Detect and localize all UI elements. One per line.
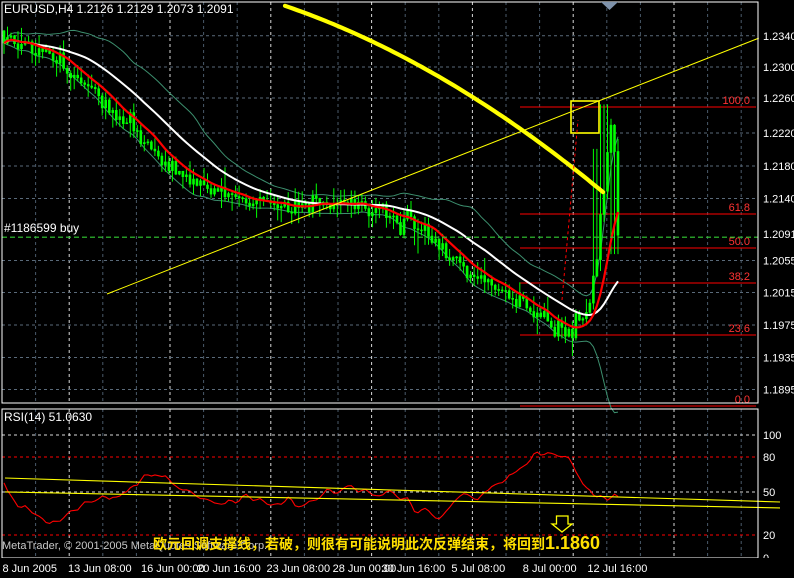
svg-text:23 Jun 08:00: 23 Jun 08:00 [267, 563, 331, 575]
svg-text:1.2260: 1.2260 [763, 93, 794, 105]
svg-text:EURUSD,H4 1.2126 1.2129 1.207: EURUSD,H4 1.2126 1.2129 1.2073 1.2091 [4, 2, 234, 16]
svg-text:61.8: 61.8 [729, 202, 750, 214]
svg-text:1.2180: 1.2180 [763, 161, 794, 173]
svg-text:1.1895: 1.1895 [763, 385, 794, 397]
svg-text:5 Jul 08:00: 5 Jul 08:00 [451, 563, 505, 575]
svg-text:80: 80 [763, 452, 775, 464]
svg-text:16 Jun 00:00: 16 Jun 00:00 [141, 563, 205, 575]
svg-text:1.2220: 1.2220 [763, 128, 794, 140]
svg-text:23.6: 23.6 [729, 323, 750, 335]
svg-text:13 Jun 08:00: 13 Jun 08:00 [68, 563, 132, 575]
svg-text:1.1975: 1.1975 [763, 320, 794, 332]
svg-text:#1186599 buy: #1186599 buy [4, 221, 79, 235]
svg-text:20 Jun 16:00: 20 Jun 16:00 [197, 563, 261, 575]
svg-text:1.2015: 1.2015 [763, 288, 794, 300]
svg-text:1.2055: 1.2055 [763, 256, 794, 268]
svg-text:0.0: 0.0 [735, 394, 750, 406]
svg-text:1.2300: 1.2300 [763, 62, 794, 74]
svg-text:50.0: 50.0 [729, 236, 750, 248]
svg-text:8 Jul 00:00: 8 Jul 00:00 [523, 563, 577, 575]
svg-text:1.2140: 1.2140 [763, 194, 794, 206]
svg-text:100: 100 [763, 430, 781, 442]
svg-text:1.2091: 1.2091 [763, 229, 794, 241]
svg-text:38.2: 38.2 [729, 271, 750, 283]
svg-text:30 Jun 16:00: 30 Jun 16:00 [382, 563, 446, 575]
svg-text:100.0: 100.0 [722, 95, 750, 107]
svg-text:8 Jun 2005: 8 Jun 2005 [3, 563, 57, 575]
svg-text:1.2340: 1.2340 [763, 31, 794, 43]
svg-text:1.1935: 1.1935 [763, 353, 794, 365]
svg-text:12 Jul 16:00: 12 Jul 16:00 [587, 563, 647, 575]
svg-text:RSI(14) 51.0630: RSI(14) 51.0630 [4, 410, 92, 424]
svg-text:50: 50 [763, 487, 775, 499]
